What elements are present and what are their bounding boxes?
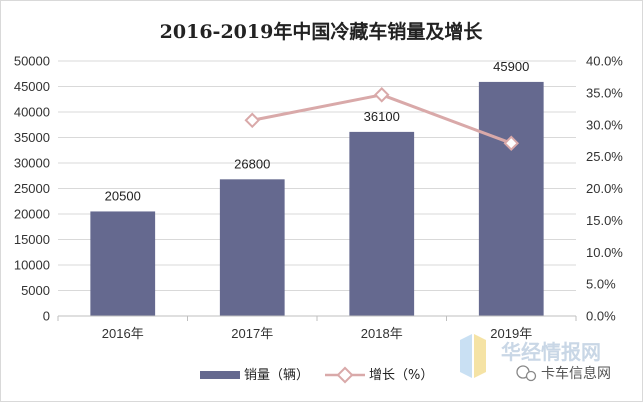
right-axis-tick-label: 10.0% (586, 245, 623, 260)
x-axis-tick-label: 2018年 (361, 326, 403, 341)
x-axis: 2016年 2017年 2018年 2019年 (57, 315, 577, 341)
right-axis-tick-label: 30.0% (586, 117, 623, 132)
left-axis-tick-label: 5000 (21, 283, 50, 298)
growth-point (244, 112, 261, 129)
legend-swatch-sales (200, 371, 240, 379)
bar (349, 131, 415, 316)
right-axis-tick-label: 15.0% (586, 213, 623, 228)
bar-data-label: 26800 (234, 156, 270, 171)
bar (90, 211, 156, 316)
source-watermark: 卡车信息网 (516, 365, 611, 382)
watermark-logo: 华经情报网 (460, 334, 601, 378)
right-axis-tick-label: 0.0% (586, 309, 616, 324)
left-axis-tick-label: 20000 (14, 207, 50, 222)
left-axis-tick-label: 15000 (14, 232, 50, 247)
growth-point (373, 87, 390, 103)
wechat-icon-small (525, 370, 537, 382)
legend: 销量（辆） 增长（%） (200, 366, 433, 384)
left-axis-tick-label: 50000 (14, 54, 50, 69)
bar-data-label: 36100 (364, 109, 400, 124)
left-axis-tick-label: 40000 (14, 105, 50, 120)
legend-label-growth: 增长（%） (369, 368, 433, 383)
bar (478, 81, 544, 316)
right-axis-tick-label: 35.0% (586, 85, 623, 100)
x-axis-tick-label: 2016年 (102, 326, 144, 341)
x-axis-tick-label: 2019年 (490, 326, 532, 341)
left-axis-ticks: 0 5000 10000 15000 20000 25000 30000 35000 40000… (14, 54, 50, 324)
left-axis-tick-label: 35000 (14, 130, 50, 145)
bar-data-label: 45900 (493, 59, 529, 74)
watermark-brand-text: 华经情报网 (501, 340, 601, 364)
watermark-logo-icon (460, 334, 472, 378)
bar-series (90, 81, 544, 316)
right-axis-tick-label: 25.0% (586, 149, 623, 164)
legend-item-growth: 增长（%） (325, 366, 433, 384)
growth-point (503, 135, 520, 152)
bar-data-label: 20500 (105, 188, 141, 203)
growth-line-series (244, 87, 520, 152)
data-labels: 20500 26800 36100 45900 (105, 59, 530, 204)
bar (219, 179, 285, 316)
left-axis-tick-label: 0 (43, 309, 50, 324)
legend-label-sales: 销量（辆） (244, 368, 309, 383)
watermark-logo-icon-accent (474, 334, 486, 378)
source-watermark-text: 卡车信息网 (541, 365, 611, 382)
left-axis-tick-label: 30000 (14, 156, 50, 171)
right-axis-tick-label: 20.0% (586, 181, 623, 196)
legend-item-sales: 销量（辆） (200, 368, 309, 383)
chart-title: 2016-2019年中国冷藏车销量及增长 (160, 20, 484, 43)
right-axis-tick-label: 5.0% (586, 277, 616, 292)
left-axis-tick-label: 10000 (14, 258, 50, 273)
x-axis-tick-label: 2017年 (231, 326, 273, 341)
legend-marker-growth (336, 366, 354, 384)
right-axis-ticks: 0.0% 5.0% 10.0% 15.0% 20.0% 25.0% 30.0% 35.0% 40… (586, 54, 623, 324)
left-axis-tick-label: 25000 (14, 181, 50, 196)
right-axis-tick-label: 40.0% (586, 54, 623, 69)
left-axis-tick-label: 45000 (14, 79, 50, 94)
